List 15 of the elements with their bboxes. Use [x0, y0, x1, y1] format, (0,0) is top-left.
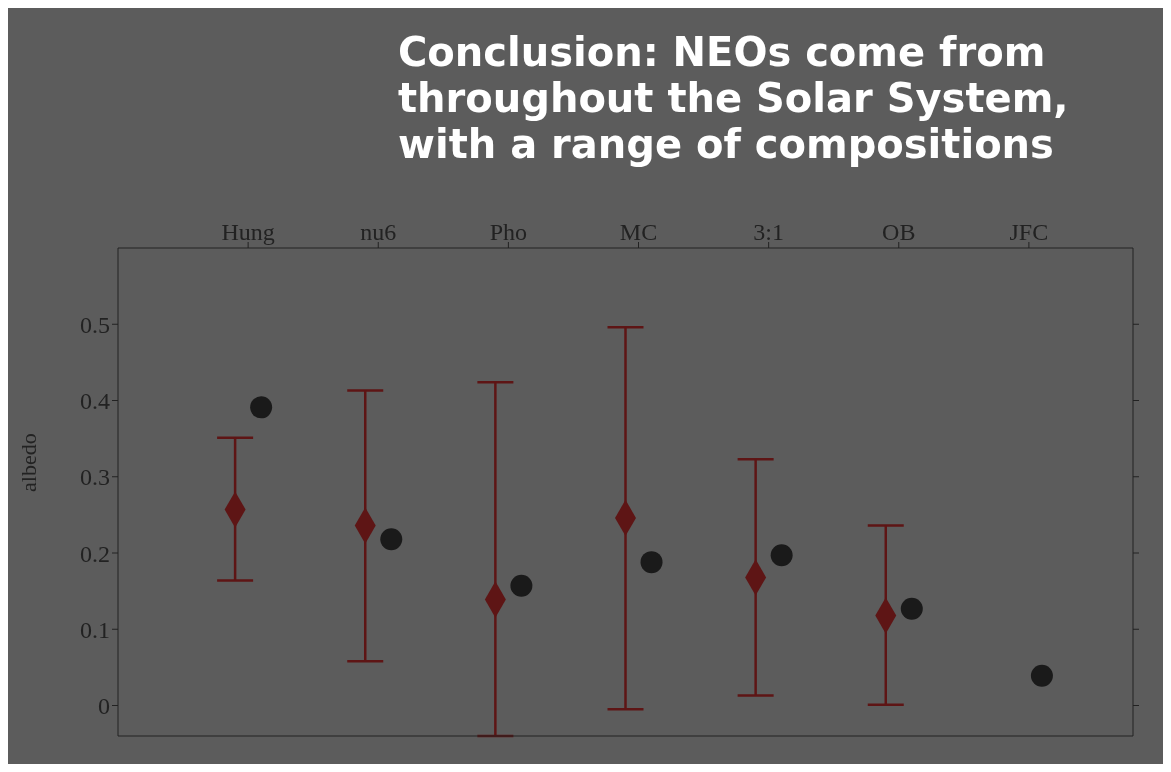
x-tick-label: 3:1	[753, 219, 784, 245]
y-axis-title: albedo	[15, 433, 41, 492]
y-tick-label: 0.2	[80, 540, 110, 567]
y-tick-label: 0.5	[80, 311, 110, 338]
x-tick-label: JFC	[1009, 219, 1049, 245]
y-tick-label: 0.1	[80, 616, 110, 643]
x-tick-label: Pho	[489, 219, 528, 245]
text: Conclusion: NEOs come from throughout the Solar System, with a range of compositions	[398, 29, 1070, 167]
y-tick-label: 0.3	[80, 464, 110, 491]
y-tick-label: 0	[98, 693, 110, 720]
x-tick-label: MC	[619, 219, 658, 245]
x-tick-label: OB	[882, 219, 916, 245]
x-tick-label: Hung	[221, 219, 275, 245]
x-tick-label: nu6	[360, 219, 397, 245]
y-tick-label: 0.4	[80, 388, 110, 415]
